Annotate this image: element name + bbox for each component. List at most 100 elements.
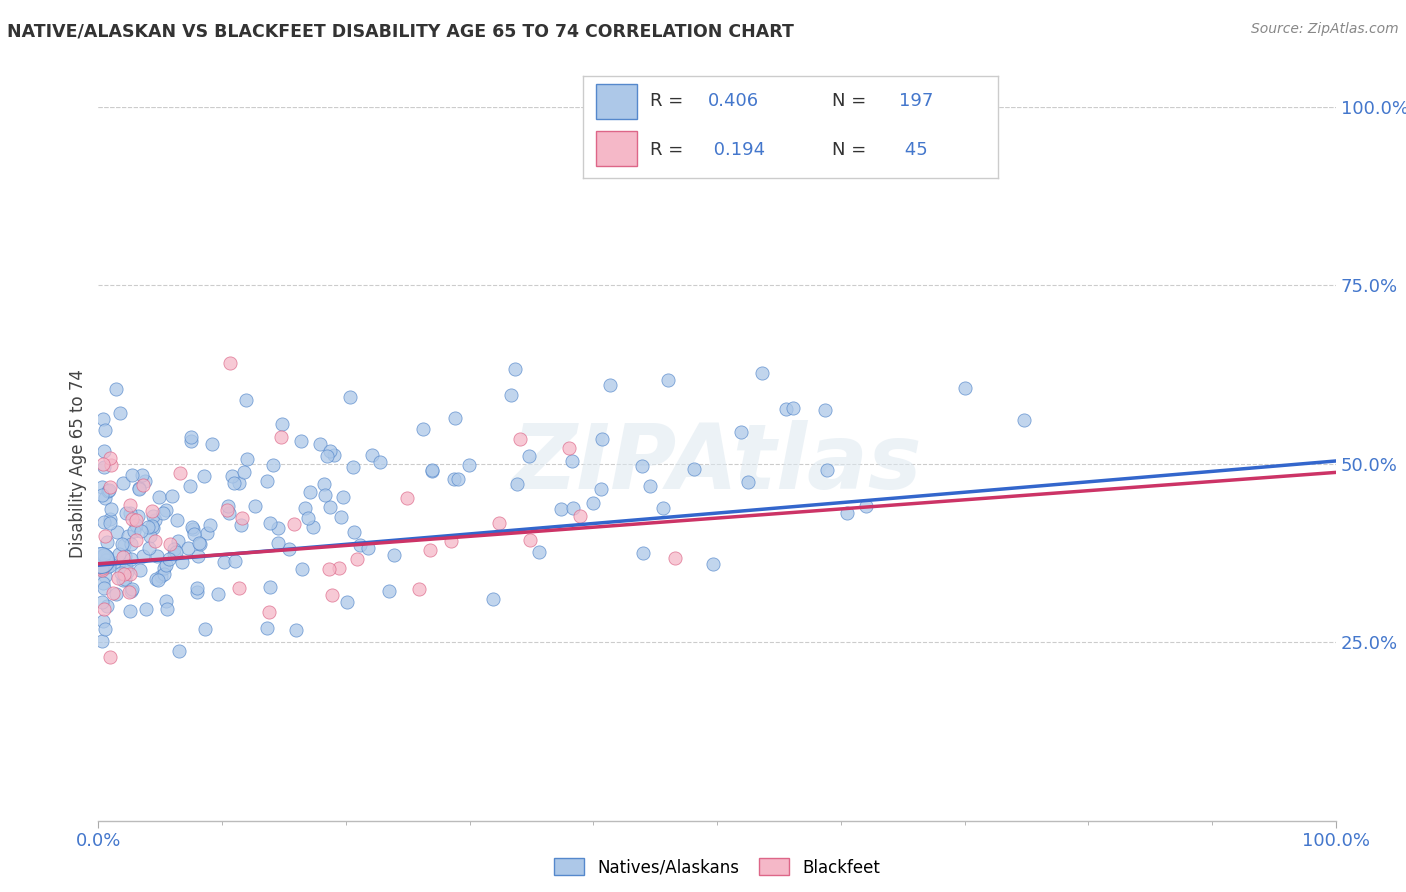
- Point: [235, 392, 257, 407]
- Point: [271, 417, 294, 431]
- Point: [143, 534, 166, 549]
- Point: [458, 458, 481, 473]
- Point: [93, 581, 115, 595]
- Point: [217, 502, 239, 516]
- Point: [96, 599, 118, 613]
- Point: [501, 388, 523, 402]
- Point: [519, 533, 541, 547]
- Point: [91, 576, 114, 591]
- Point: [194, 622, 217, 636]
- Point: [129, 563, 152, 577]
- Point: [782, 401, 804, 415]
- Point: [132, 477, 155, 491]
- Point: [115, 560, 138, 574]
- Point: [108, 406, 131, 420]
- Point: [108, 548, 131, 562]
- Point: [98, 483, 121, 497]
- Point: [131, 467, 153, 482]
- Text: 197: 197: [898, 93, 934, 111]
- Point: [419, 543, 441, 558]
- Point: [128, 481, 150, 495]
- Point: [314, 476, 336, 491]
- Point: [91, 595, 114, 609]
- Point: [360, 448, 382, 462]
- Point: [339, 390, 361, 404]
- Point: [112, 574, 135, 588]
- Point: [91, 549, 114, 563]
- Point: [114, 572, 136, 586]
- Point: [125, 533, 148, 547]
- Point: [94, 423, 117, 437]
- Text: N =: N =: [832, 93, 872, 111]
- Point: [138, 541, 160, 555]
- Point: [408, 582, 430, 596]
- Point: [228, 581, 250, 595]
- Point: [91, 615, 114, 629]
- Point: [107, 525, 129, 540]
- Point: [170, 556, 193, 570]
- Point: [120, 498, 142, 512]
- Point: [228, 476, 250, 491]
- Text: 0.406: 0.406: [709, 93, 759, 111]
- Point: [181, 522, 204, 536]
- Point: [163, 547, 186, 561]
- Point: [107, 571, 129, 585]
- Point: [93, 602, 115, 616]
- Point: [329, 509, 352, 524]
- Point: [221, 468, 243, 483]
- Point: [179, 479, 201, 493]
- Point: [285, 623, 308, 637]
- Point: [368, 455, 391, 469]
- Point: [98, 480, 121, 494]
- Point: [129, 524, 152, 539]
- Point: [91, 480, 114, 494]
- Point: [186, 581, 208, 595]
- Point: [322, 448, 344, 462]
- Point: [94, 552, 117, 566]
- Point: [229, 518, 252, 533]
- Point: [94, 622, 117, 636]
- Point: [93, 459, 115, 474]
- Point: [1012, 413, 1035, 427]
- Point: [420, 464, 443, 478]
- Point: [420, 463, 443, 477]
- Point: [582, 496, 605, 510]
- Point: [517, 449, 540, 463]
- Point: [145, 549, 167, 564]
- Point: [297, 510, 319, 524]
- Point: [730, 425, 752, 439]
- Point: [155, 503, 177, 517]
- Point: [257, 605, 280, 619]
- Point: [233, 466, 256, 480]
- Point: [591, 482, 613, 496]
- Point: [120, 567, 142, 582]
- Point: [120, 584, 142, 599]
- Point: [93, 548, 115, 562]
- Point: [155, 558, 177, 572]
- Point: [120, 506, 142, 520]
- Point: [121, 467, 143, 482]
- Point: [231, 511, 253, 525]
- Point: [198, 518, 221, 533]
- Point: [157, 552, 180, 566]
- Point: [444, 411, 467, 425]
- Text: NATIVE/ALASKAN VS BLACKFEET DISABILITY AGE 65 TO 74 CORRELATION CHART: NATIVE/ALASKAN VS BLACKFEET DISABILITY A…: [7, 22, 794, 40]
- Point: [599, 378, 621, 392]
- Point: [652, 501, 675, 516]
- Point: [124, 513, 146, 527]
- Point: [529, 545, 551, 559]
- Point: [94, 558, 117, 572]
- Point: [195, 525, 218, 540]
- Point: [321, 588, 343, 602]
- Point: [814, 403, 837, 417]
- Point: [139, 529, 162, 543]
- Point: [163, 541, 186, 556]
- Point: [488, 516, 510, 531]
- Point: [212, 555, 235, 569]
- Point: [180, 434, 202, 448]
- Point: [299, 484, 322, 499]
- Point: [509, 432, 531, 446]
- Point: [142, 520, 165, 534]
- Point: [100, 458, 122, 472]
- Point: [412, 422, 434, 436]
